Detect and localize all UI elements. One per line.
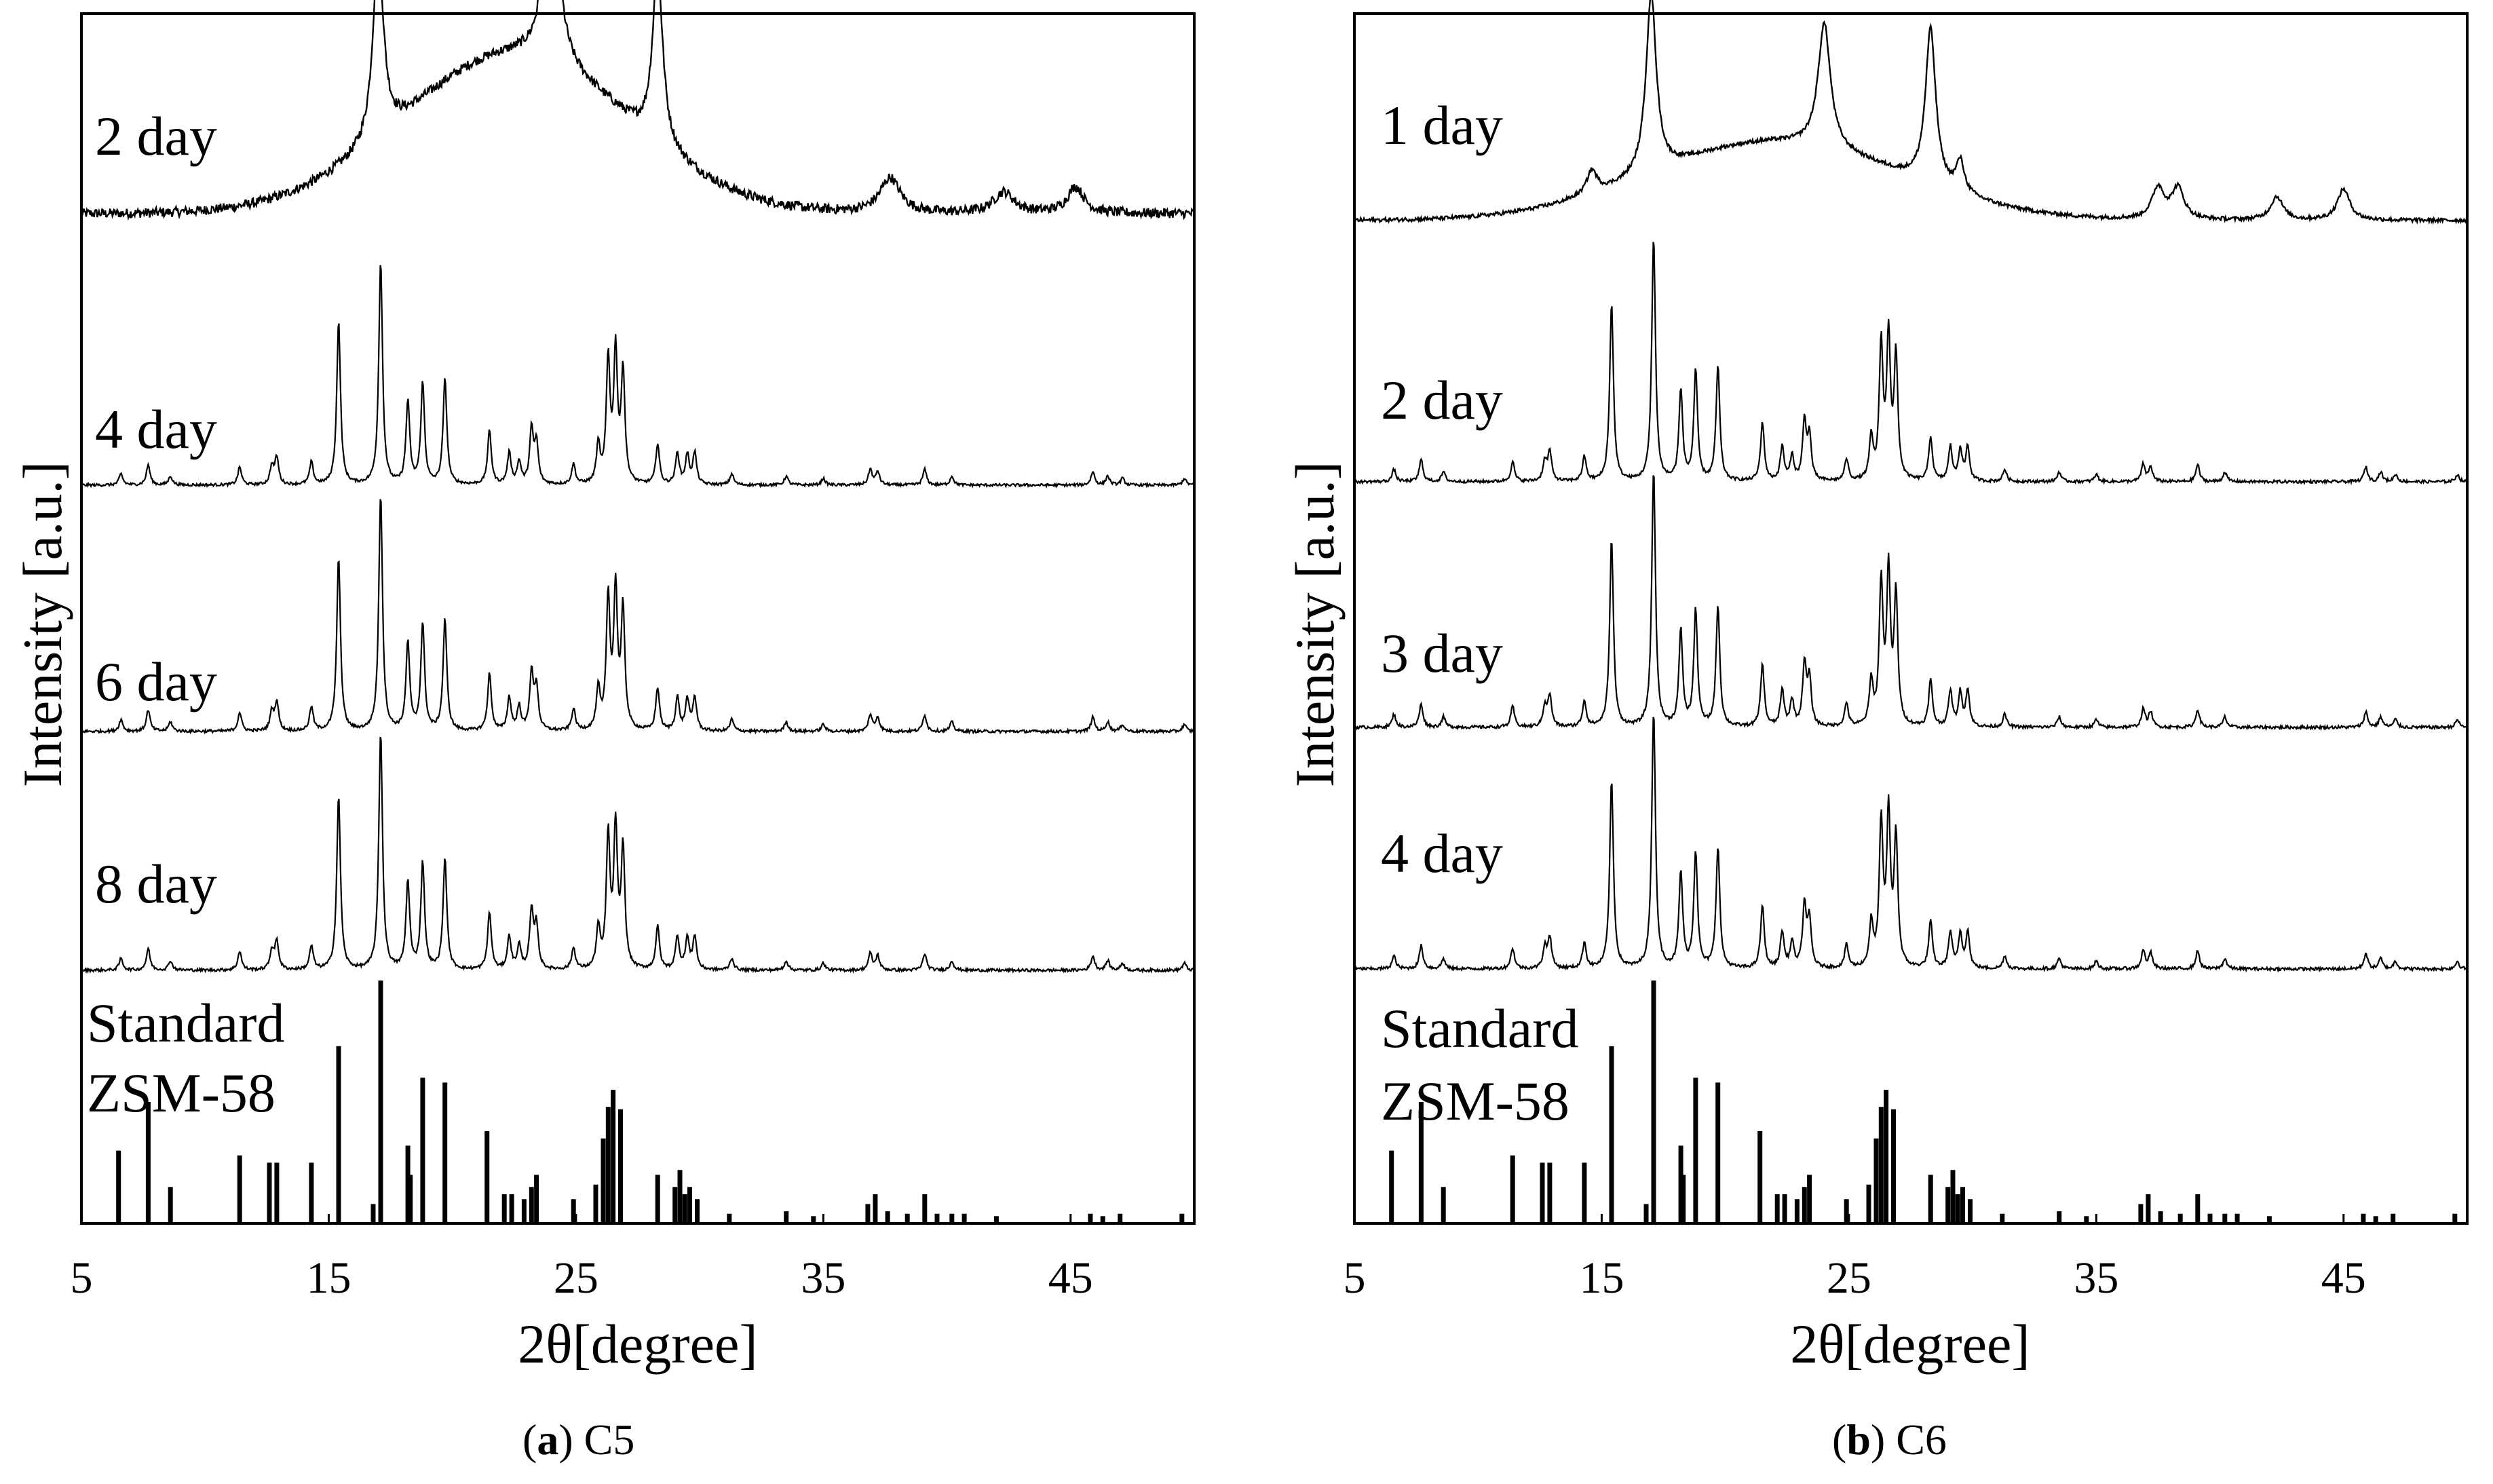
panel-b-series-label: 3 day [1381, 622, 1503, 684]
panel-b-series-label: 4 day [1381, 822, 1503, 884]
caption-a-letter: a [537, 1415, 559, 1464]
panel-b-series-label: 2 day [1381, 369, 1503, 431]
panel-a-x-axis-label: 2θ[degree] [518, 1313, 757, 1375]
x-tick-label: 35 [2074, 1253, 2118, 1303]
panel-b-standard-sticks [1389, 981, 2458, 1223]
panel-a-standard-label-line2: ZSM-58 [87, 1062, 275, 1124]
caption-b-name: C6 [1896, 1415, 1947, 1464]
x-tick-label: 15 [306, 1253, 351, 1303]
panel-b-y-axis-label: Intensity [a.u.] [1284, 461, 1346, 787]
x-tick-label: 25 [1827, 1253, 1871, 1303]
panel-a-series-label: 2 day [95, 105, 217, 167]
panel-a-c5: 5 15 25 35 45 2 day 4 day 6 day 8 day Standa… [12, 0, 1196, 1375]
panel-b-x-axis-label: 2θ[degree] [1790, 1313, 2030, 1375]
x-tick-label: 45 [1048, 1253, 1093, 1303]
panel-a-series-label: 4 day [95, 398, 217, 460]
caption-a-name: C5 [584, 1415, 635, 1464]
panel-b-x-ticks: 5 15 25 35 45 [1344, 1214, 2366, 1303]
panel-a-frame [80, 12, 1196, 1225]
panel-b-standard-label-line2: ZSM-58 [1381, 1070, 1569, 1132]
caption-b: (b) C6 [1832, 1415, 1947, 1464]
panel-a-series-label: 8 day [95, 853, 217, 915]
xrd-trace [1354, 475, 2468, 731]
panel-b-series-label: 1 day [1381, 94, 1503, 156]
x-tick-label: 25 [554, 1253, 598, 1303]
x-tick-label: 35 [801, 1253, 845, 1303]
xrd-trace [81, 499, 1195, 735]
panel-a-traces [80, 0, 1195, 974]
panel-a-series-label: 6 day [95, 651, 217, 712]
xrd-trace [80, 0, 1195, 221]
xrd-trace [1353, 242, 2468, 486]
xrd-trace [81, 265, 1195, 489]
x-tick-label: 5 [71, 1253, 93, 1303]
x-tick-label: 45 [2321, 1253, 2366, 1303]
panel-a-y-axis-label: Intensity [a.u.] [12, 461, 73, 787]
x-tick-label: 5 [1344, 1253, 1366, 1303]
xrd-trace [1354, 0, 2469, 225]
panel-a-standard-sticks [116, 981, 1185, 1223]
panel-a-x-ticks: 5 15 25 35 45 [71, 1214, 1093, 1303]
x-tick-label: 15 [1579, 1253, 1624, 1303]
panel-b-standard-label-line1: Standard [1381, 997, 1578, 1059]
panel-b-traces [1353, 0, 2469, 973]
caption-a: (a) C5 [522, 1415, 635, 1464]
xrd-trace [80, 736, 1195, 974]
panel-a-standard-label-line1: Standard [87, 992, 284, 1054]
panel-b-c6: 5 15 25 35 45 1 day 2 day 3 day 4 day Standa… [1284, 0, 2469, 1375]
caption-b-letter: b [1846, 1415, 1871, 1464]
xrd-trace [1354, 717, 2468, 973]
panel-b-frame [1353, 12, 2469, 1225]
